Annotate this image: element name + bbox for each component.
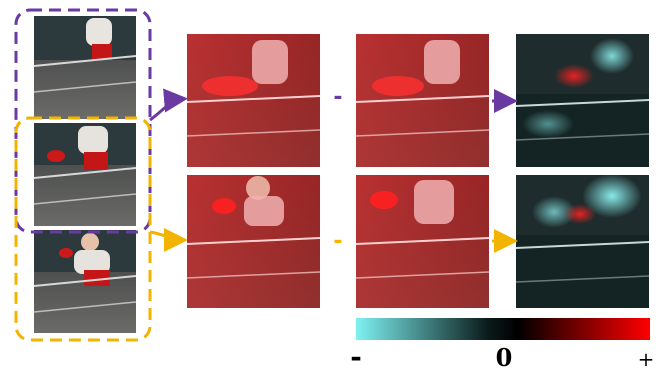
diff-bottom xyxy=(515,174,650,308)
heatmap-bottom-2 xyxy=(355,175,490,308)
input-frame-2 xyxy=(33,123,137,226)
heatmap-top-1 xyxy=(186,34,321,167)
bottom-minus-sign: - xyxy=(333,229,342,254)
input-frame-1 xyxy=(33,16,137,119)
color-scale-bar xyxy=(356,318,650,340)
legend-minus-label: - xyxy=(350,340,362,372)
diff-top xyxy=(515,34,650,167)
legend-zero-label: 0 xyxy=(496,343,513,372)
input-frame-3 xyxy=(33,230,137,333)
heatmap-top-2 xyxy=(355,34,490,167)
purple-input-arrow xyxy=(149,88,188,122)
legend-plus-label: + xyxy=(638,347,655,371)
orange-input-arrow xyxy=(149,227,188,252)
heatmap-bottom-1 xyxy=(186,175,321,308)
top-minus-sign: - xyxy=(333,85,342,110)
